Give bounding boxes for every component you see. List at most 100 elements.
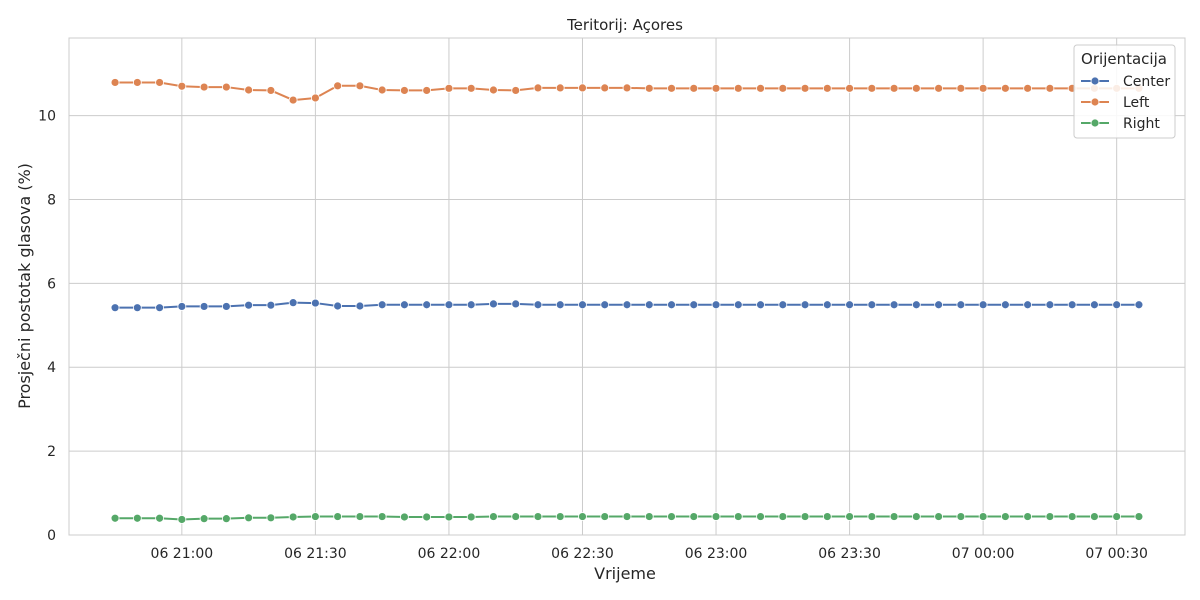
legend-box <box>1073 44 1176 139</box>
data-point-right <box>689 512 699 521</box>
data-point-left <box>1045 83 1055 93</box>
data-point-right <box>1023 512 1033 521</box>
data-point-right <box>333 512 343 521</box>
data-point-left <box>644 83 654 93</box>
data-point-center <box>333 301 343 311</box>
x-axis-ticks: 06 21:00 06 21:30 06 22:00 06 22:30 06 23:00… <box>151 546 1148 562</box>
data-point-right <box>1000 512 1010 521</box>
data-point-right <box>800 512 810 521</box>
data-point-center <box>644 300 654 310</box>
data-point-left <box>355 81 365 91</box>
data-point-center <box>867 300 877 310</box>
y-tick-label: 10 <box>38 109 56 125</box>
data-point-center <box>711 300 721 310</box>
data-point-center <box>622 300 632 310</box>
data-point-left <box>310 93 320 103</box>
data-point-center <box>1067 300 1077 310</box>
data-point-left <box>533 83 543 93</box>
legend-item-right: Right <box>1081 116 1160 132</box>
x-tick-label: 07 00:30 <box>1085 546 1148 562</box>
data-point-left <box>221 82 231 92</box>
grid-lines <box>69 38 1185 536</box>
data-point-center <box>288 298 298 308</box>
y-tick-label: 6 <box>47 276 56 292</box>
data-point-left <box>555 83 565 93</box>
x-tick-label: 07 00:00 <box>952 546 1015 562</box>
data-point-right <box>132 513 142 523</box>
data-point-right <box>489 512 498 521</box>
data-point-center <box>466 300 476 310</box>
legend-marker-center <box>1090 76 1100 86</box>
data-point-center <box>110 303 120 313</box>
data-point-right <box>578 512 587 521</box>
x-tick-label: 06 22:00 <box>418 546 481 562</box>
y-axis-label: Prosječni postotak glasova (%) <box>15 163 34 409</box>
data-point-right <box>644 512 654 521</box>
data-point-center <box>889 300 899 310</box>
data-point-center <box>667 300 676 310</box>
data-point-center <box>1112 300 1122 310</box>
y-tick-label: 0 <box>47 528 56 544</box>
chart-title: Teritorij: Açores <box>566 16 683 34</box>
data-point-right <box>377 512 387 521</box>
data-point-right <box>466 512 476 522</box>
data-point-left <box>1000 83 1010 93</box>
legend-items: Center Left Right <box>1081 74 1170 132</box>
data-point-left <box>711 83 721 93</box>
data-point-center <box>1090 300 1099 310</box>
plot-area <box>68 37 1186 536</box>
data-point-right <box>867 512 877 521</box>
data-point-right <box>956 512 966 521</box>
data-point-center <box>444 300 454 310</box>
data-point-left <box>177 81 187 91</box>
series-right <box>110 512 1144 524</box>
data-point-center <box>244 300 254 310</box>
data-point-right <box>555 512 565 521</box>
y-axis-ticks: 0 2 4 6 8 10 <box>38 109 56 544</box>
data-point-left <box>489 85 498 95</box>
data-point-center <box>689 300 699 310</box>
data-point-left <box>1023 83 1033 93</box>
data-point-left <box>911 83 921 93</box>
data-point-center <box>155 303 164 313</box>
data-point-left <box>600 83 610 93</box>
data-point-center <box>555 300 565 310</box>
data-point-center <box>199 302 209 311</box>
data-point-right <box>711 512 721 521</box>
legend-label-right: Right <box>1123 116 1160 132</box>
data-point-right <box>444 512 454 522</box>
x-tick-label: 06 21:30 <box>284 546 347 562</box>
legend-item-center: Center <box>1081 74 1170 90</box>
data-point-left <box>978 83 988 93</box>
data-point-right <box>244 513 254 523</box>
data-point-left <box>511 86 521 95</box>
data-point-left <box>333 81 343 91</box>
data-point-left <box>934 83 944 93</box>
data-point-center <box>177 302 187 311</box>
data-point-center <box>1045 300 1055 310</box>
data-point-right <box>355 512 365 521</box>
data-point-right <box>845 512 854 521</box>
data-point-center <box>221 302 231 311</box>
data-point-right <box>1112 512 1122 521</box>
data-point-center <box>355 301 365 311</box>
data-point-left <box>578 83 587 93</box>
legend-marker-right <box>1090 118 1100 128</box>
data-point-right <box>1090 512 1099 521</box>
y-tick-label: 2 <box>47 444 56 460</box>
x-tick-label: 06 22:30 <box>551 546 614 562</box>
series-center <box>110 298 1144 313</box>
data-point-right <box>934 512 944 521</box>
data-point-left <box>266 86 276 95</box>
data-point-left <box>867 83 877 93</box>
data-point-right <box>1045 512 1055 521</box>
data-point-right <box>822 512 832 521</box>
legend-label-left: Left <box>1123 95 1150 111</box>
data-point-right <box>422 512 432 522</box>
data-point-center <box>956 300 966 310</box>
data-point-center <box>845 300 854 310</box>
data-point-center <box>1134 300 1144 310</box>
data-point-center <box>266 300 276 310</box>
data-point-right <box>155 513 164 523</box>
